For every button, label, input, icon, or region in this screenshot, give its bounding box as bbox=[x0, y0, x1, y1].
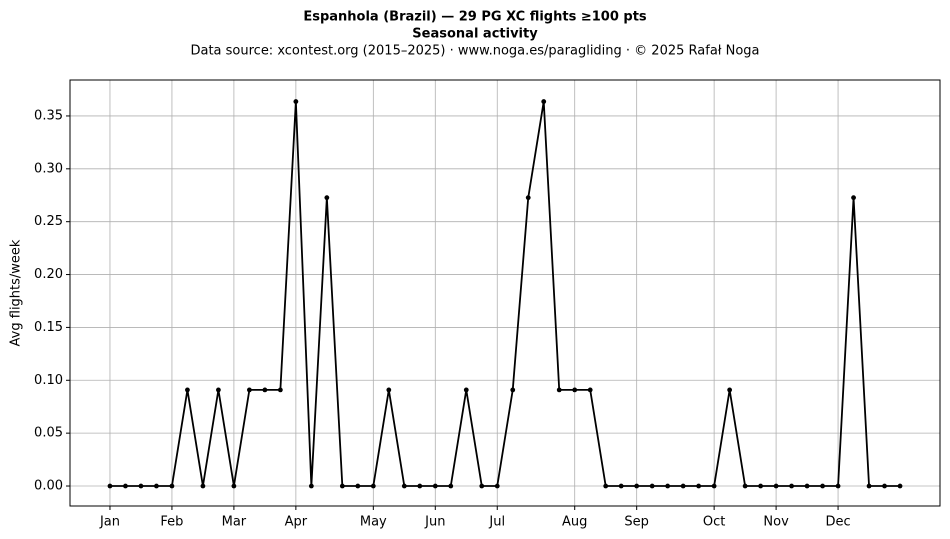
data-point bbox=[665, 483, 671, 489]
y-tick-label: 0.15 bbox=[34, 320, 63, 335]
source-note: Data source: xcontest.org (2015–2025) · … bbox=[190, 44, 759, 59]
data-point bbox=[649, 483, 655, 489]
data-point bbox=[525, 195, 531, 201]
x-tick-label: Sep bbox=[624, 515, 649, 530]
data-point bbox=[882, 483, 887, 489]
y-tick-label: 0.30 bbox=[34, 161, 63, 176]
data-point bbox=[262, 387, 268, 393]
data-point bbox=[603, 483, 609, 489]
data-point bbox=[897, 483, 903, 489]
data-point bbox=[277, 387, 283, 393]
data-point bbox=[587, 387, 593, 393]
y-tick-label: 0.05 bbox=[34, 426, 63, 441]
data-point bbox=[246, 387, 252, 393]
data-point bbox=[123, 483, 128, 489]
data-point bbox=[293, 99, 299, 104]
data-point bbox=[634, 483, 640, 489]
y-tick-label: 0.25 bbox=[34, 214, 63, 229]
data-point bbox=[479, 483, 485, 489]
data-point bbox=[386, 387, 392, 393]
data-point bbox=[138, 483, 144, 489]
data-point bbox=[696, 483, 702, 489]
data-point bbox=[308, 483, 314, 489]
data-point bbox=[154, 483, 159, 489]
data-point bbox=[820, 483, 825, 489]
chart-title: Espanhola (Brazil) — 29 PG XC flights ≥1… bbox=[303, 10, 647, 25]
data-point bbox=[463, 387, 469, 393]
data-point bbox=[680, 483, 686, 489]
series-line bbox=[109, 101, 901, 487]
data-point bbox=[711, 483, 717, 489]
x-tick-label: Oct bbox=[703, 515, 725, 530]
data-point bbox=[401, 483, 407, 489]
data-point bbox=[370, 483, 376, 489]
data-point bbox=[773, 483, 779, 489]
data-point bbox=[727, 387, 733, 393]
chart-subtitle: Seasonal activity bbox=[412, 27, 538, 42]
data-point bbox=[789, 483, 794, 489]
data-point bbox=[494, 483, 500, 489]
x-tick-label: Aug bbox=[562, 515, 587, 530]
x-tick-label: Mar bbox=[222, 515, 247, 530]
x-tick-label: May bbox=[360, 515, 387, 530]
data-point bbox=[169, 483, 175, 489]
y-axis-label: Avg flights/week bbox=[9, 239, 24, 346]
x-tick-label: Nov bbox=[763, 515, 789, 530]
data-point bbox=[339, 483, 345, 489]
data-point bbox=[742, 483, 748, 489]
y-tick-label: 0.10 bbox=[34, 373, 63, 388]
x-tick-label: Jul bbox=[488, 515, 505, 530]
data-point bbox=[572, 387, 578, 393]
data-point bbox=[200, 483, 206, 489]
data-point bbox=[185, 387, 190, 393]
data-point bbox=[510, 387, 516, 393]
data-point bbox=[216, 387, 221, 393]
data-point bbox=[804, 483, 810, 489]
data-point bbox=[618, 483, 624, 489]
data-point bbox=[324, 195, 330, 201]
data-point bbox=[432, 483, 438, 489]
y-tick-label: 0.35 bbox=[34, 108, 63, 123]
plot-frame bbox=[69, 79, 941, 507]
data-point bbox=[758, 483, 764, 489]
data-point bbox=[851, 195, 856, 201]
x-tick-label: Apr bbox=[285, 515, 308, 530]
data-point bbox=[835, 483, 841, 489]
data-point bbox=[231, 483, 237, 489]
data-point bbox=[448, 483, 454, 489]
y-tick-label: 0.20 bbox=[34, 267, 63, 282]
x-tick-label: Jan bbox=[99, 515, 120, 530]
data-point bbox=[355, 483, 361, 489]
data-point bbox=[541, 99, 547, 104]
data-point bbox=[556, 387, 562, 393]
data-point bbox=[417, 483, 423, 489]
y-tick-label: 0.00 bbox=[34, 479, 63, 494]
data-point bbox=[866, 483, 872, 489]
x-tick-label: Jun bbox=[424, 515, 445, 530]
data-point bbox=[107, 483, 113, 489]
x-tick-label: Dec bbox=[825, 515, 850, 530]
x-tick-label: Feb bbox=[160, 515, 183, 530]
